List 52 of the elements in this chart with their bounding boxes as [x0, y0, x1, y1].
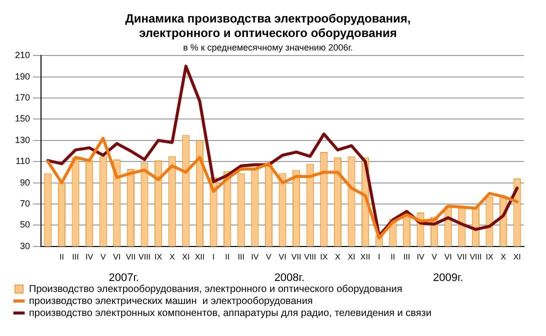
- y-tick-label: 130: [14, 134, 30, 145]
- chart-title: Динамика производства электрооборудования, электронного и оптического оборудования: [125, 12, 411, 40]
- y-tick-label: 110: [16, 156, 30, 166]
- y-tick-label: 30: [20, 240, 30, 251]
- x-tick-label: IX: [486, 252, 494, 262]
- x-tick-label: XI: [513, 252, 521, 262]
- x-tick-label: XII: [360, 252, 370, 262]
- x-tick-label: V: [100, 252, 106, 262]
- chart-subtitle: в % к среднемесячному значению 2006г.: [183, 42, 353, 53]
- x-tick-label: I: [378, 252, 380, 262]
- legend-label: производство электрических машин и электрооборудования: [29, 296, 313, 307]
- x-tick-label: II: [390, 252, 396, 262]
- x-tick-label: XII: [194, 252, 205, 262]
- x-tick-label: IV: [86, 252, 94, 262]
- x-tick-label: XI: [348, 252, 356, 262]
- x-tick-label: III: [238, 252, 244, 262]
- text: 2007г.: [108, 272, 139, 284]
- x-tick-label: X: [169, 252, 176, 262]
- x-tick-label: V: [432, 252, 438, 262]
- x-tick-label: IX: [320, 252, 328, 262]
- x-tick-label: I: [212, 252, 215, 262]
- legend-label: производство электронных компонентов, аппаратуры для радио, телевидения и связи: [29, 308, 432, 319]
- y-tick-label: 170: [14, 92, 30, 102]
- legend-label: Производство электрооборудования, электронного и оптического оборудования: [29, 284, 402, 295]
- y-tick-label: 210: [14, 50, 30, 60]
- x-tick-label: VII: [457, 252, 467, 262]
- y-tick-label: 190: [14, 71, 30, 82]
- x-tick-label: VIII: [138, 252, 151, 262]
- x-tick-label: IV: [416, 252, 425, 262]
- x-tick-label: VIII: [304, 252, 316, 262]
- x-tick-label: IX: [154, 252, 163, 262]
- text: 2008г.: [274, 272, 305, 284]
- x-tick-label: VI: [113, 252, 121, 262]
- x-tick-label: II: [225, 252, 230, 262]
- x-tick-label: V: [266, 252, 272, 262]
- text: 2009г.: [433, 272, 464, 284]
- y-tick-label: 150: [14, 114, 30, 124]
- x-tick-label: VII: [126, 252, 136, 262]
- x-tick-label: VII: [291, 252, 302, 262]
- x-tick-label: IV: [251, 252, 260, 262]
- x-tick-label: III: [403, 252, 410, 262]
- x-tick-label: II: [59, 252, 64, 262]
- x-tick-label: VIII: [470, 252, 482, 262]
- x-tick-label: VI: [444, 252, 452, 262]
- y-tick-label: 50: [20, 220, 30, 230]
- y-tick-label: 90: [20, 177, 30, 188]
- x-tick-label: XI: [182, 252, 190, 262]
- x-tick-label: VI: [278, 252, 286, 262]
- x-tick-label: III: [72, 252, 79, 262]
- x-tick-label: X: [335, 252, 342, 262]
- y-tick-label: 70: [20, 198, 30, 208]
- x-tick-label: X: [500, 252, 507, 262]
